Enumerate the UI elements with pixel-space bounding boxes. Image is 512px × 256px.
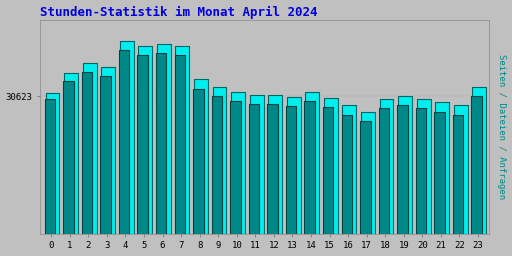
Bar: [46, 93, 59, 234]
Bar: [361, 112, 375, 234]
Bar: [137, 55, 148, 234]
Bar: [212, 87, 226, 234]
Bar: [434, 112, 445, 234]
Bar: [45, 99, 55, 234]
Bar: [64, 73, 78, 234]
Bar: [175, 55, 185, 234]
Y-axis label: Seiten / Dateien / Anfragen: Seiten / Dateien / Anfragen: [498, 54, 506, 199]
Bar: [119, 50, 130, 234]
Bar: [157, 44, 171, 234]
Bar: [417, 99, 431, 234]
Bar: [176, 46, 189, 234]
Bar: [138, 46, 152, 234]
Bar: [231, 92, 245, 234]
Bar: [324, 98, 338, 234]
Bar: [287, 97, 301, 234]
Bar: [343, 105, 356, 234]
Bar: [268, 95, 282, 234]
Bar: [82, 72, 92, 234]
Bar: [249, 104, 259, 234]
Bar: [435, 102, 449, 234]
Bar: [472, 87, 486, 234]
Bar: [305, 92, 319, 234]
Bar: [379, 99, 393, 234]
Bar: [305, 101, 315, 234]
Bar: [193, 89, 204, 234]
Bar: [230, 101, 241, 234]
Bar: [472, 96, 482, 234]
Bar: [286, 106, 296, 234]
Bar: [398, 96, 412, 234]
Bar: [453, 115, 463, 234]
Bar: [120, 41, 134, 234]
Bar: [63, 81, 74, 234]
Bar: [250, 95, 264, 234]
Bar: [100, 76, 111, 234]
Bar: [342, 115, 352, 234]
Bar: [323, 107, 333, 234]
Bar: [156, 54, 166, 234]
Text: Stunden-Statistik im Monat April 2024: Stunden-Statistik im Monat April 2024: [40, 6, 317, 19]
Bar: [211, 96, 222, 234]
Bar: [397, 105, 408, 234]
Bar: [82, 63, 97, 234]
Bar: [416, 109, 426, 234]
Bar: [454, 105, 467, 234]
Bar: [101, 67, 115, 234]
Bar: [267, 104, 278, 234]
Bar: [360, 121, 371, 234]
Bar: [194, 79, 208, 234]
Bar: [379, 109, 389, 234]
